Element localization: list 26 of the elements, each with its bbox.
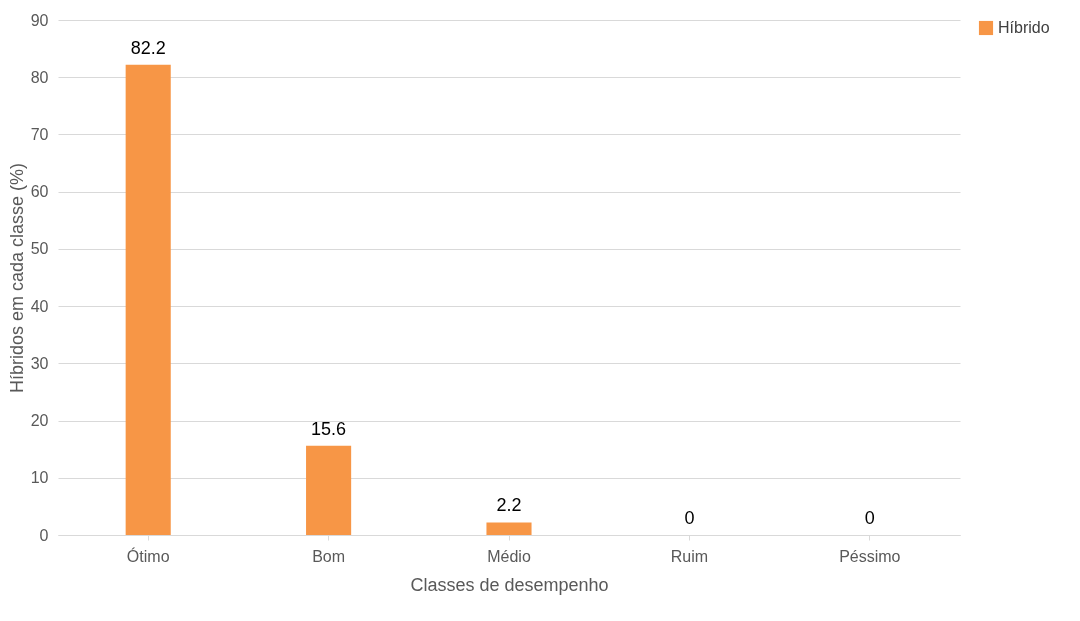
x-tick-label: Bom [312, 547, 346, 565]
y-tick-label: 0 [39, 526, 49, 544]
bar [125, 64, 171, 535]
data-label: 82.2 [130, 37, 166, 58]
x-tick-label: Médio [487, 547, 531, 565]
data-label: 0 [864, 508, 875, 528]
data-label: 15.6 [311, 418, 347, 439]
y-tick-label: 80 [30, 68, 49, 86]
y-tick-label: 60 [30, 183, 49, 201]
x-tick-label: Ruim [670, 547, 709, 565]
x-tick-label: Ótimo [126, 546, 170, 565]
y-tick-label: 50 [30, 240, 49, 258]
y-tick-label: 70 [30, 125, 49, 143]
bar [306, 445, 352, 535]
x-axis-title: Classes de desempenho [410, 574, 609, 595]
y-axis-title: Híbridos em cada classe (%) [6, 162, 27, 394]
legend-label: Híbrido [998, 19, 1050, 36]
y-tick-label: 30 [30, 354, 49, 372]
y-tick-label: 90 [30, 11, 49, 29]
bar [486, 522, 532, 535]
data-label: 0 [684, 508, 695, 528]
y-tick-label: 40 [30, 297, 49, 315]
y-tick-label: 10 [30, 469, 49, 487]
y-tick-label: 20 [30, 412, 49, 430]
x-tick-label: Péssimo [839, 547, 901, 565]
data-label: 2.2 [496, 495, 522, 516]
